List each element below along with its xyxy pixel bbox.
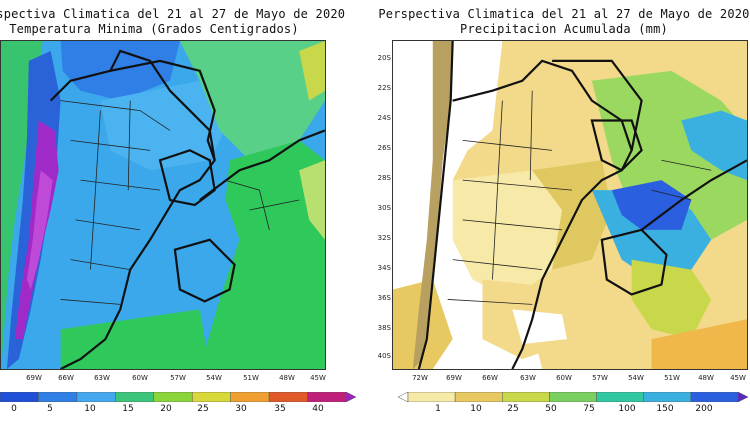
precipitation-lat-label: 34S [377,264,391,272]
temperature-colorbar-tick: 15 [122,404,134,414]
temperature-longitude-axis: 69W 66W 63W 60W 57W 54W 51W 48W 45W [0,374,326,386]
temperature-colorbar [0,392,356,402]
precipitation-colorbar-tick: 200 [695,404,713,414]
precipitation-lon-label: 66W [482,374,498,382]
precipitation-map [392,40,748,370]
colorbar-segment [549,392,597,402]
colorbar-segment [643,392,692,402]
precipitation-title-line1: Perspectiva Climatica del 21 al 27 de Ma… [378,7,750,21]
precipitation-colorbar-tick: 10 [470,404,482,414]
precipitation-lon-label: 63W [520,374,536,382]
temperature-title-line1: Perspectiva Climatica del 21 al 27 de Ma… [0,7,346,21]
temperature-lon-label: 54W [206,374,222,382]
temperature-map-graphic [1,41,325,369]
precipitation-lon-label: 45W [730,374,746,382]
colorbar-segment [153,392,193,402]
temperature-colorbar-ticks: 0 5 10 15 20 25 30 35 40 [0,404,356,416]
temperature-colorbar-tick: 40 [312,404,324,414]
colorbar-segment [38,392,78,402]
temperature-lon-label: 48W [279,374,295,382]
temperature-lon-label: 69W [26,374,42,382]
precipitation-colorbar-tick: 1 [435,404,441,414]
precipitation-lat-label: 26S [377,144,391,152]
colorbar-segment [454,392,503,402]
colorbar-segment [0,392,39,402]
colorbar-arrow-high [737,392,748,402]
colorbar-segment [596,392,644,402]
temperature-colorbar-tick: 10 [84,404,96,414]
precipitation-lon-label: 48W [698,374,714,382]
colorbar-segment [76,392,116,402]
precipitation-colorbar-tick: 150 [656,404,674,414]
temperature-map [0,40,326,370]
temperature-colorbar-tick: 5 [47,404,53,414]
temperature-colorbar-tick: 20 [160,404,172,414]
temperature-colorbar-tick: 25 [197,404,209,414]
precipitation-lon-label: 60W [556,374,572,382]
colorbar-segment [407,392,456,402]
precipitation-map-graphic [393,41,747,369]
temperature-colorbar-tick: 35 [274,404,286,414]
colorbar-segment [230,392,270,402]
colorbar-segment [502,392,550,402]
precipitation-colorbar-tick: 50 [545,404,557,414]
precipitation-colorbar-tick: 100 [618,404,636,414]
precipitation-title-line2: Precipitacion Acumulada (mm) [460,22,668,36]
colorbar-segment [115,392,155,402]
precipitation-lat-label: 30S [377,204,391,212]
temperature-lon-label: 45W [310,374,326,382]
precipitation-lat-label: 22S [377,84,391,92]
colorbar-segment [690,392,739,402]
temperature-lon-label: 66W [58,374,74,382]
colorbar-segment [268,392,308,402]
precipitation-lat-label: 40S [377,352,391,360]
precipitation-lon-label: 69W [446,374,462,382]
precipitation-colorbar-ticks: 1 10 25 50 75 100 150 200 [398,404,748,416]
precipitation-panel: Perspectiva Climatica del 21 al 27 de Ma… [378,0,750,422]
precipitation-lat-label: 24S [377,114,391,122]
precipitation-lon-label: 51W [664,374,680,382]
precipitation-longitude-axis: 72W 69W 66W 63W 60W 57W 54W 51W 48W 45W [392,374,748,386]
temperature-lon-label: 63W [94,374,110,382]
temperature-colorbar-tick: 30 [235,404,247,414]
precipitation-lat-label: 28S [377,174,391,182]
colorbar-segment [307,392,347,402]
temperature-colorbar-tick: 0 [11,404,17,414]
precipitation-lon-label: 54W [628,374,644,382]
precipitation-lat-label: 36S [377,294,391,302]
temperature-lon-label: 57W [170,374,186,382]
precipitation-lon-label: 72W [412,374,428,382]
precipitation-lat-label: 20S [377,54,391,62]
colorbar-arrow-low [398,392,409,402]
colorbar-arrow-high [345,392,356,402]
temperature-panel: Perspectiva Climatica del 21 al 27 de Ma… [0,0,360,422]
precipitation-colorbar-tick: 75 [583,404,595,414]
precipitation-lon-label: 57W [592,374,608,382]
precipitation-lat-label: 38S [377,324,391,332]
colorbar-segment [191,392,231,402]
precipitation-colorbar-tick: 25 [507,404,519,414]
temperature-title-line2: Temperatura Minima (Grados Centigrados) [9,22,299,36]
precipitation-lat-label: 32S [377,234,391,242]
precipitation-colorbar [398,392,748,402]
temperature-lon-label: 51W [243,374,259,382]
precipitation-latitude-axis: 20S 22S 24S 26S 28S 30S 32S 34S 36S 38S … [378,40,392,370]
temperature-lon-label: 60W [132,374,148,382]
